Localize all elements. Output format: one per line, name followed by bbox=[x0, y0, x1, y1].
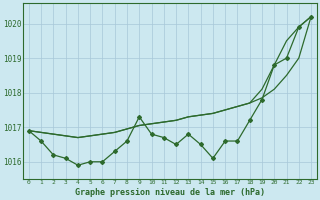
X-axis label: Graphe pression niveau de la mer (hPa): Graphe pression niveau de la mer (hPa) bbox=[75, 188, 265, 197]
